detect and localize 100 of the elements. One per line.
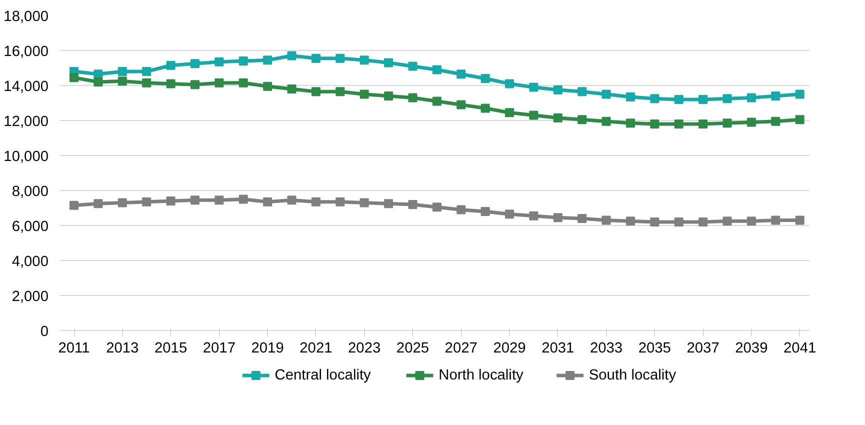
- y-tick-label: 2,000: [12, 289, 49, 305]
- point: [771, 216, 780, 225]
- point: [263, 197, 272, 206]
- point: [408, 93, 418, 102]
- y-tick-label: 10,000: [4, 149, 48, 165]
- point: [214, 196, 224, 205]
- point: [238, 56, 248, 66]
- point: [529, 82, 538, 92]
- point: [746, 93, 756, 102]
- point: [626, 92, 635, 102]
- point: [238, 194, 248, 204]
- point: [287, 51, 296, 60]
- point: [795, 216, 804, 225]
- point: [505, 79, 514, 88]
- point: [529, 211, 538, 220]
- point: [94, 70, 103, 79]
- point: [602, 90, 611, 99]
- point: [771, 116, 780, 126]
- point: [142, 78, 152, 88]
- point: [118, 198, 127, 208]
- point: [118, 67, 127, 76]
- y-tick-label: 6,000: [12, 219, 49, 235]
- point: [94, 78, 103, 86]
- point: [674, 120, 684, 128]
- point: [529, 110, 538, 120]
- point: [505, 108, 514, 118]
- point: [698, 120, 708, 128]
- point: [311, 87, 320, 96]
- point: [336, 54, 345, 63]
- y-tick-label: 18,000: [4, 9, 48, 25]
- point: [746, 118, 756, 127]
- point: [190, 59, 200, 68]
- point: [94, 199, 103, 208]
- point: [674, 95, 684, 104]
- x-tick-label: 2031: [542, 340, 574, 356]
- point: [70, 200, 79, 210]
- x-tick-label: 2033: [590, 340, 623, 356]
- point: [432, 96, 442, 106]
- point: [336, 87, 345, 96]
- point: [360, 198, 369, 208]
- legend-label: Central locality: [274, 368, 372, 384]
- y-tick-label: 14,000: [4, 79, 48, 95]
- point: [746, 216, 756, 226]
- point: [456, 205, 466, 214]
- x-tick-label: 2023: [348, 340, 381, 356]
- point: [795, 115, 804, 124]
- point: [650, 120, 660, 128]
- point: [650, 94, 660, 104]
- x-tick-label: 2029: [493, 340, 526, 356]
- point: [626, 216, 635, 226]
- point: [698, 218, 708, 226]
- point: [674, 218, 684, 226]
- point: [336, 197, 345, 206]
- point: [408, 62, 418, 71]
- point: [480, 104, 490, 113]
- point: [263, 82, 272, 91]
- point: [287, 84, 296, 94]
- point: [190, 196, 200, 205]
- point: [263, 56, 272, 65]
- point: [578, 87, 587, 96]
- point: [626, 118, 635, 128]
- point: [408, 200, 418, 209]
- point: [722, 216, 732, 226]
- legend-label: North locality: [438, 368, 524, 384]
- x-tick-label: 2025: [396, 340, 430, 356]
- point: [505, 210, 514, 219]
- point: [384, 58, 394, 68]
- point: [456, 100, 466, 110]
- point: [360, 56, 369, 65]
- point: [166, 79, 176, 88]
- y-tick-label: 12,000: [4, 114, 48, 130]
- x-tick-label: 2017: [202, 340, 236, 356]
- point: [214, 78, 224, 88]
- point: [650, 218, 660, 226]
- point: [722, 94, 732, 104]
- point: [214, 57, 224, 66]
- point: [142, 67, 152, 76]
- point: [553, 213, 562, 222]
- x-tick-label: 2015: [154, 340, 188, 356]
- point: [553, 113, 562, 122]
- y-tick-label: 0: [40, 324, 49, 340]
- x-tick-label: 2027: [444, 340, 478, 356]
- point: [722, 118, 732, 128]
- point: [166, 196, 176, 206]
- x-tick-label: 2037: [686, 340, 720, 356]
- point: [311, 197, 320, 206]
- point: [578, 115, 587, 124]
- point: [190, 80, 200, 90]
- point: [166, 60, 176, 70]
- point: [553, 85, 562, 94]
- point: [360, 90, 369, 99]
- point: [432, 202, 442, 212]
- point: [480, 207, 490, 216]
- point: [602, 116, 611, 126]
- point: [456, 70, 466, 79]
- point: [287, 196, 296, 205]
- x-tick-label: 2035: [638, 340, 671, 356]
- x-tick-label: 2013: [106, 340, 139, 356]
- x-tick-label: 2041: [784, 340, 816, 356]
- point: [795, 90, 804, 99]
